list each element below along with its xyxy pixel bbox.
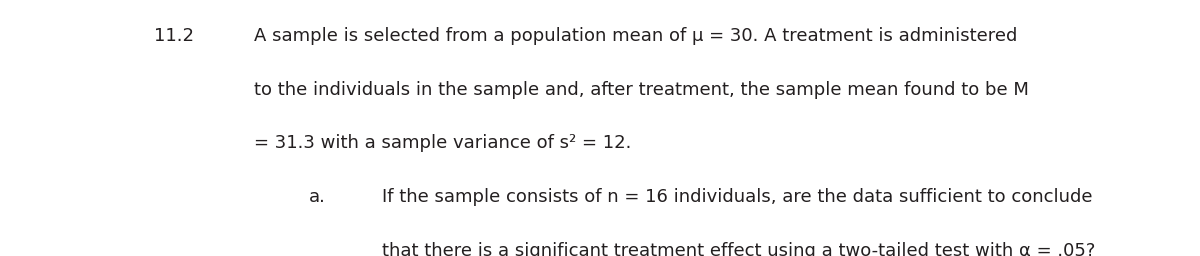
Text: If the sample consists of n = 16 individuals, are the data sufficient to conclud: If the sample consists of n = 16 individ… xyxy=(382,188,1092,206)
Text: 11.2: 11.2 xyxy=(155,27,194,45)
Text: A sample is selected from a population mean of μ = 30. A treatment is administer: A sample is selected from a population m… xyxy=(254,27,1018,45)
Text: that there is a significant treatment effect using a two-tailed test with α = .0: that there is a significant treatment ef… xyxy=(382,242,1094,256)
Text: a.: a. xyxy=(308,188,325,206)
Text: = 31.3 with a sample variance of s² = 12.: = 31.3 with a sample variance of s² = 12… xyxy=(254,134,631,152)
Text: to the individuals in the sample and, after treatment, the sample mean found to : to the individuals in the sample and, af… xyxy=(254,81,1030,99)
